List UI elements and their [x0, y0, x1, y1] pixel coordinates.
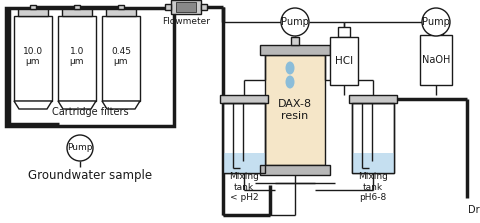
- Bar: [118, 5, 124, 9]
- Bar: [352, 103, 394, 173]
- Text: Drain: Drain: [468, 205, 480, 215]
- Bar: [106, 9, 136, 16]
- Bar: [62, 9, 92, 16]
- Text: HCl: HCl: [335, 56, 353, 66]
- Bar: [352, 153, 394, 173]
- Bar: [338, 27, 350, 37]
- Bar: [420, 35, 452, 85]
- Circle shape: [422, 8, 450, 36]
- Bar: [171, 0, 201, 14]
- Text: 0.45
μm: 0.45 μm: [111, 47, 131, 66]
- Polygon shape: [14, 101, 52, 109]
- Polygon shape: [58, 101, 96, 109]
- Bar: [260, 45, 330, 55]
- Text: Flowmeter: Flowmeter: [162, 17, 210, 27]
- Bar: [6, 8, 174, 126]
- Text: NaOH: NaOH: [422, 55, 450, 65]
- Bar: [349, 95, 397, 103]
- Bar: [265, 55, 325, 165]
- Ellipse shape: [286, 62, 295, 74]
- Bar: [102, 16, 140, 101]
- Text: Pump: Pump: [422, 17, 450, 27]
- Text: 10.0
μm: 10.0 μm: [23, 47, 43, 66]
- Bar: [352, 103, 394, 173]
- Circle shape: [67, 135, 93, 161]
- Text: Groundwater sample: Groundwater sample: [28, 169, 152, 182]
- Bar: [429, 25, 443, 35]
- Text: Cartridge filters: Cartridge filters: [52, 107, 128, 117]
- Bar: [74, 5, 80, 9]
- Text: Pump: Pump: [67, 143, 93, 153]
- Bar: [330, 37, 358, 85]
- Polygon shape: [102, 101, 140, 109]
- Bar: [30, 5, 36, 9]
- Text: DAX-8
resin: DAX-8 resin: [278, 99, 312, 121]
- Text: Mixing
tank
pH6-8: Mixing tank pH6-8: [358, 172, 388, 202]
- Ellipse shape: [286, 76, 295, 89]
- Text: Mixing
tank
< pH2: Mixing tank < pH2: [229, 172, 259, 202]
- Circle shape: [281, 8, 309, 36]
- Bar: [220, 95, 268, 103]
- Bar: [18, 9, 48, 16]
- Bar: [223, 103, 265, 173]
- Bar: [201, 4, 207, 10]
- Bar: [291, 37, 299, 45]
- Bar: [58, 16, 96, 101]
- Text: Pump: Pump: [281, 17, 309, 27]
- Bar: [223, 103, 265, 173]
- Bar: [176, 2, 196, 12]
- Bar: [14, 16, 52, 101]
- Bar: [165, 4, 171, 10]
- Bar: [223, 153, 265, 173]
- Bar: [260, 165, 330, 175]
- Text: 1.0
μm: 1.0 μm: [70, 47, 84, 66]
